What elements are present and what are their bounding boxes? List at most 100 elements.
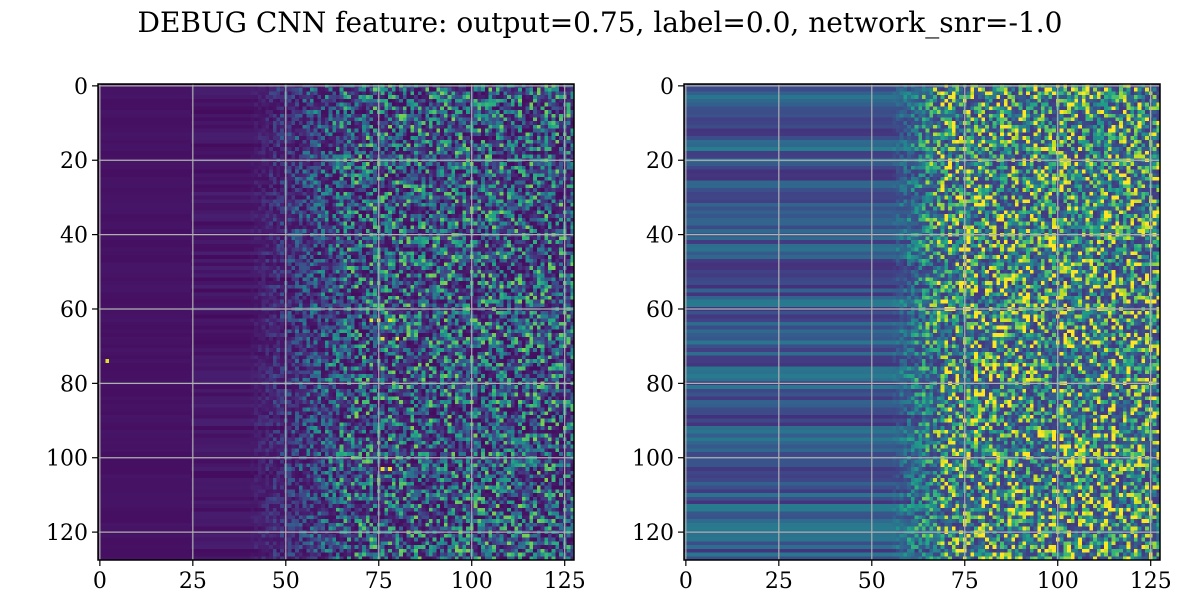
heatmap-cell: [544, 144, 548, 148]
heatmap-cell: [243, 88, 247, 92]
heatmap-cell: [172, 88, 176, 92]
heatmap-cell: [444, 110, 448, 114]
heatmap-cell: [295, 103, 299, 107]
heatmap-cell: [303, 151, 307, 155]
heatmap-cell: [481, 184, 485, 188]
heatmap-cell: [500, 117, 504, 121]
heatmap-cell: [169, 173, 173, 177]
heatmap-cell: [548, 103, 552, 107]
heatmap-cell: [131, 199, 135, 203]
heatmap-cell: [172, 170, 176, 174]
heatmap-cell: [232, 177, 236, 181]
heatmap-cell: [403, 99, 407, 103]
heatmap-cell: [195, 177, 199, 181]
heatmap-cell: [492, 110, 496, 114]
heatmap-cell: [381, 151, 385, 155]
heatmap-cell: [314, 162, 318, 166]
heatmap-cell: [392, 136, 396, 140]
heatmap-cell: [347, 88, 351, 92]
heatmap-cell: [236, 103, 240, 107]
heatmap-cell: [448, 162, 452, 166]
heatmap-cell: [515, 99, 519, 103]
heatmap-cell: [325, 121, 329, 125]
heatmap-cell: [213, 140, 217, 144]
heatmap-cell: [537, 181, 541, 185]
heatmap-cell: [295, 196, 299, 200]
heatmap-cell: [332, 177, 336, 181]
heatmap-cell: [165, 199, 169, 203]
heatmap-cell: [515, 166, 519, 170]
heatmap-cell: [351, 125, 355, 129]
heatmap-cell: [552, 144, 556, 148]
heatmap-cell: [358, 166, 362, 170]
heatmap-cell: [176, 125, 180, 129]
heatmap-cell: [343, 95, 347, 99]
heatmap-cell: [310, 106, 314, 110]
heatmap-cell: [388, 125, 392, 129]
heatmap-cell: [303, 99, 307, 103]
heatmap-cell: [169, 106, 173, 110]
heatmap-cell: [273, 144, 277, 148]
heatmap-cell: [329, 151, 333, 155]
heatmap-cell: [362, 192, 366, 196]
heatmap-cell: [236, 110, 240, 114]
heatmap-cell: [485, 170, 489, 174]
heatmap-cell: [373, 196, 377, 200]
heatmap-cell: [210, 155, 214, 159]
heatmap-cell: [567, 110, 571, 114]
heatmap-cell: [515, 132, 519, 136]
heatmap-cell: [343, 192, 347, 196]
heatmap-cell: [381, 177, 385, 181]
heatmap-cell: [392, 184, 396, 188]
heatmap-cell: [243, 132, 247, 136]
heatmap-cell: [161, 199, 165, 203]
heatmap-cell: [120, 188, 124, 192]
heatmap-cell: [165, 177, 169, 181]
heatmap-cell: [399, 144, 403, 148]
heatmap-cell: [459, 88, 463, 92]
heatmap-cell: [384, 155, 388, 159]
heatmap-cell: [485, 147, 489, 151]
heatmap-cell: [462, 129, 466, 133]
heatmap-cell: [496, 132, 500, 136]
heatmap-cell: [321, 121, 325, 125]
heatmap-cell: [169, 110, 173, 114]
heatmap-cell: [143, 184, 147, 188]
heatmap-cell: [239, 155, 243, 159]
heatmap-cell: [239, 140, 243, 144]
heatmap-cell: [306, 188, 310, 192]
heatmap-cell: [347, 110, 351, 114]
heatmap-cell: [158, 196, 162, 200]
heatmap-cell: [314, 196, 318, 200]
heatmap-cell: [169, 95, 173, 99]
heatmap-cell: [355, 140, 359, 144]
heatmap-cell: [358, 181, 362, 185]
heatmap-cell: [332, 91, 336, 95]
heatmap-cell: [414, 177, 418, 181]
heatmap-cell: [477, 147, 481, 151]
heatmap-cell: [295, 110, 299, 114]
heatmap-cell: [154, 95, 158, 99]
heatmap-cell: [436, 155, 440, 159]
heatmap-cell: [500, 95, 504, 99]
heatmap-cell: [366, 132, 370, 136]
heatmap-cell: [273, 117, 277, 121]
heatmap-cell: [180, 144, 184, 148]
heatmap-cell: [124, 155, 128, 159]
heatmap-cell: [552, 155, 556, 159]
heatmap-cell: [366, 106, 370, 110]
heatmap-cell: [351, 121, 355, 125]
heatmap-cell: [507, 192, 511, 196]
heatmap-cell: [340, 95, 344, 99]
heatmap-cell: [117, 114, 121, 118]
heatmap-cell: [444, 147, 448, 151]
heatmap-cell: [355, 95, 359, 99]
heatmap-cell: [277, 99, 281, 103]
heatmap-cell: [511, 91, 515, 95]
heatmap-cell: [518, 136, 522, 140]
heatmap-cell: [336, 114, 340, 118]
heatmap-cell: [258, 166, 262, 170]
heatmap-cell: [221, 88, 225, 92]
heatmap-cell: [154, 170, 158, 174]
heatmap-cell: [522, 140, 526, 144]
